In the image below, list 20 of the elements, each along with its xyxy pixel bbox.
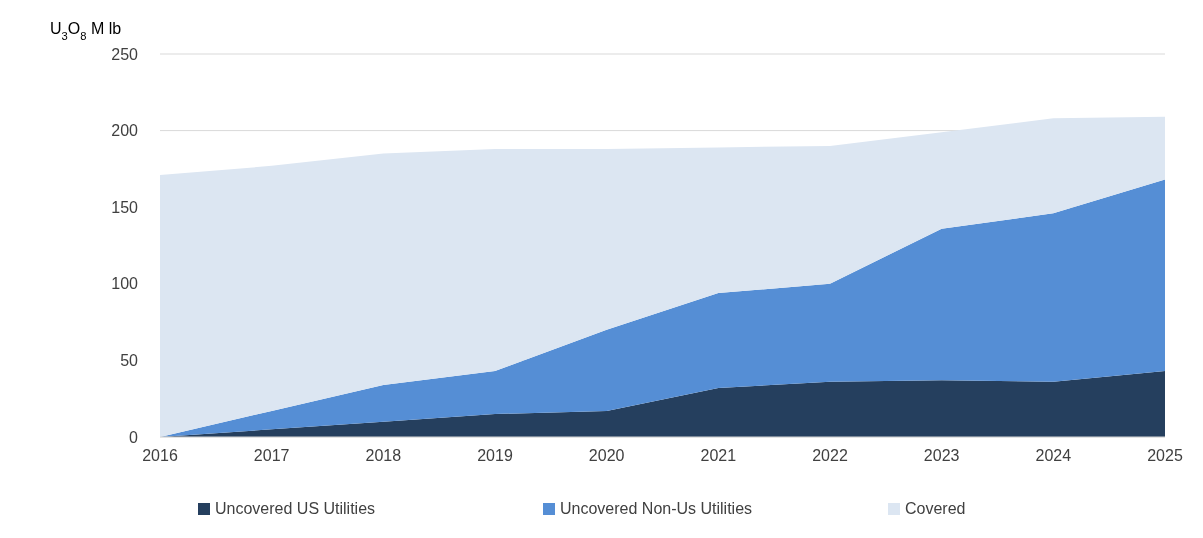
x-tick-label: 2023 [923,447,960,464]
x-tick-label: 2017 [253,447,290,464]
y-axis-title: U$_{3}$O$_{8}$ M lb [50,20,122,42]
x-tick-label: 2020 [588,447,625,464]
y-tick-label: 250 [111,45,139,63]
y-tick-label: 150 [111,198,139,216]
y-tick-label: 0 [129,428,139,446]
legend-label: Uncovered Non-Us Utilities [560,500,753,517]
x-tick-label: 2016 [142,447,178,464]
x-tick-label: 2021 [700,447,737,464]
x-tick-label: 2024 [1035,447,1072,464]
x-tick-label: 2025 [1147,447,1183,464]
legend-label: Uncovered US Utilities [215,500,376,517]
legend-label: Covered [905,500,966,517]
y-tick-label: 50 [120,352,139,369]
x-tick-label: 2019 [477,447,513,464]
x-tick-label: 2018 [365,447,402,464]
x-tick-label: 2022 [812,447,848,464]
y-tick-label: 200 [111,122,139,140]
y-tick-label: 100 [111,275,139,293]
